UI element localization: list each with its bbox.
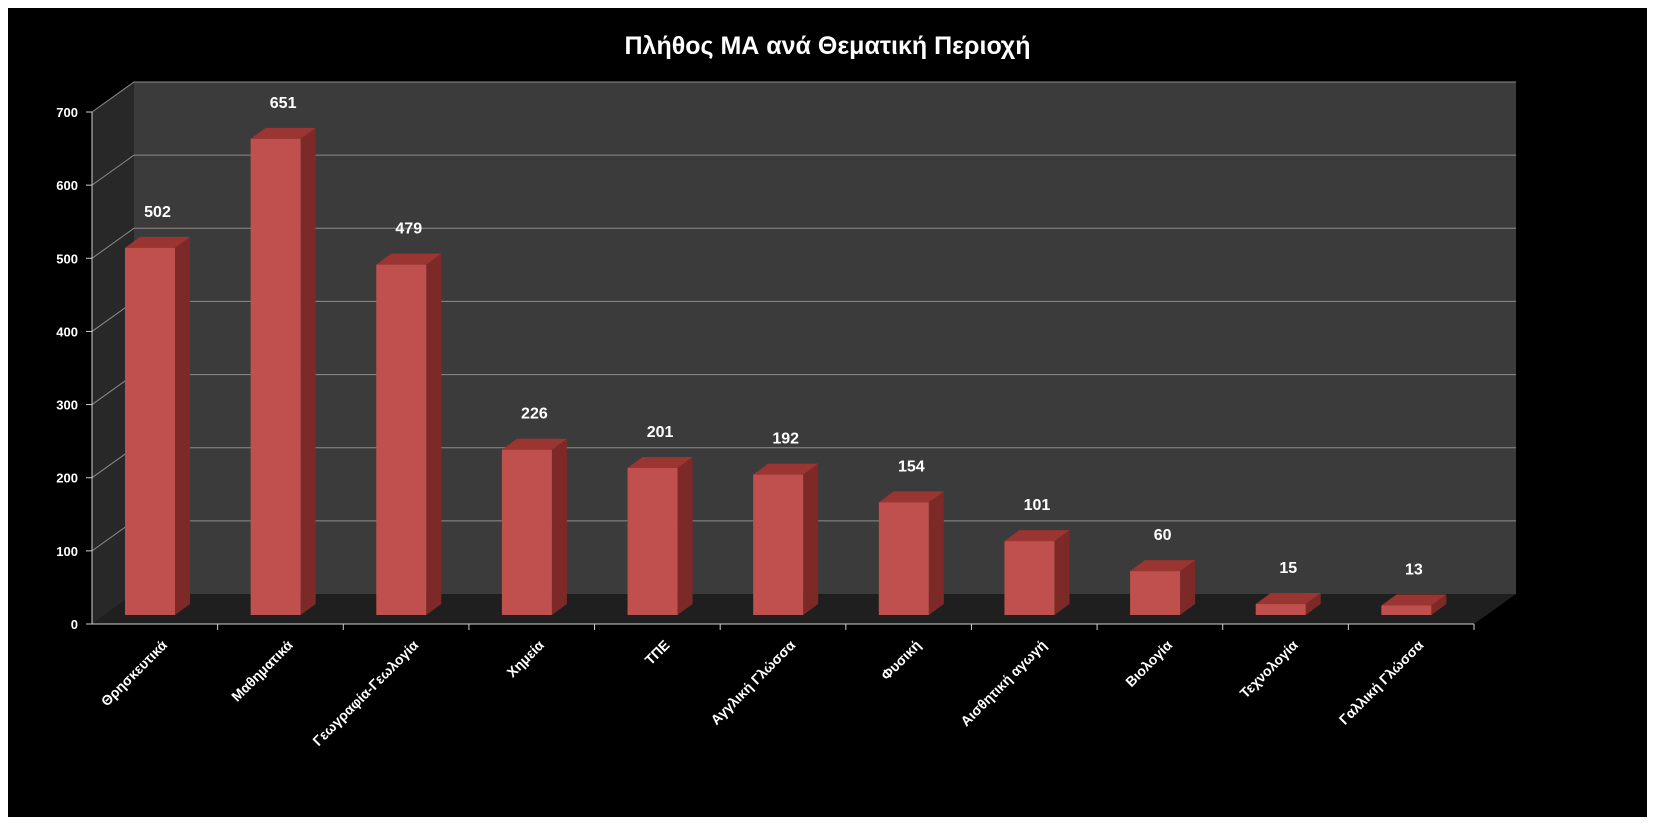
data-label: 479 xyxy=(395,221,422,238)
data-label: 154 xyxy=(898,458,925,475)
bar-front xyxy=(501,449,552,615)
gridline xyxy=(91,154,1516,186)
bar xyxy=(125,236,190,615)
gridline xyxy=(91,227,1516,259)
y-tick-label: 100 xyxy=(56,544,78,559)
bar xyxy=(878,491,944,615)
bar-top xyxy=(1130,560,1196,572)
y-tick-label: 600 xyxy=(56,178,78,193)
back-wall xyxy=(134,82,1516,594)
bar-front xyxy=(376,264,427,615)
bar-front xyxy=(627,467,678,615)
data-label: 502 xyxy=(144,204,171,221)
bar-front xyxy=(1255,604,1306,615)
bar-side xyxy=(1180,560,1196,615)
x-category-label: ΤΠΕ xyxy=(642,637,673,668)
bar-front xyxy=(1004,541,1055,615)
gridline xyxy=(91,81,1516,113)
data-label: 13 xyxy=(1405,561,1423,578)
bar-front xyxy=(1130,571,1181,615)
bar-side xyxy=(1305,593,1321,615)
data-label: 60 xyxy=(1154,527,1172,544)
y-tick-label: 500 xyxy=(56,251,78,266)
y-tick-label: 700 xyxy=(56,105,78,120)
bar-side xyxy=(1054,530,1070,615)
bar-side xyxy=(300,127,316,615)
bar-side xyxy=(803,463,819,615)
bar-top xyxy=(878,491,944,503)
bar-front xyxy=(125,247,175,615)
bar-top xyxy=(125,236,190,248)
y-tick-label: 200 xyxy=(56,471,78,486)
data-label: 101 xyxy=(1024,497,1051,514)
bar xyxy=(753,463,819,615)
bar xyxy=(1004,530,1070,615)
chart-frame: Πλήθος ΜΑ ανά Θεματική Περιοχή 0 100 200 30… xyxy=(8,8,1647,817)
data-label: 201 xyxy=(647,424,674,441)
bar xyxy=(627,456,693,615)
bar-front xyxy=(878,502,929,615)
y-tick-label: 0 xyxy=(71,617,78,632)
x-category-label: Γαλλική Γλώσσα xyxy=(1336,637,1427,728)
bar xyxy=(501,438,567,615)
chart-plot: 0 100 200 300 400 500 600 700 502 Θρησκευτικά 651… xyxy=(56,81,1516,749)
data-label: 15 xyxy=(1279,560,1297,577)
bar-side xyxy=(175,236,190,615)
bar-side xyxy=(677,456,693,615)
bar-top xyxy=(753,463,819,475)
x-category-label: Φυσική xyxy=(878,637,924,683)
x-category-label: Αγγλική Γλώσσα xyxy=(707,637,798,728)
bar-side xyxy=(928,491,944,615)
bar-front xyxy=(250,138,301,615)
bar-side xyxy=(1431,594,1447,615)
data-label: 192 xyxy=(772,431,799,448)
x-category-label: Αισθητική αγωγή xyxy=(957,637,1049,729)
bar-top xyxy=(376,253,442,265)
x-category-label: Τεχνολογία xyxy=(1236,637,1301,702)
side-wall xyxy=(92,82,134,624)
x-category-label: Χημεία xyxy=(503,637,547,681)
x-category-label: Θρησκευτικά xyxy=(98,637,171,710)
bar xyxy=(376,253,442,615)
bar xyxy=(250,127,316,615)
bar-top xyxy=(1381,594,1447,606)
data-label: 226 xyxy=(521,406,548,423)
x-category-label: Γεωγραφία-Γεωλογία xyxy=(309,637,421,749)
x-category-label: Βιολογία xyxy=(1122,637,1175,690)
y-tick-label: 300 xyxy=(56,398,78,413)
bar-top xyxy=(1004,530,1070,542)
bar xyxy=(1130,560,1196,615)
bar-front xyxy=(1381,605,1432,615)
bar-front xyxy=(753,474,804,615)
bar xyxy=(1255,593,1321,615)
y-tick-label: 400 xyxy=(56,324,78,339)
chart-title: Πλήθος ΜΑ ανά Θεματική Περιοχή xyxy=(624,32,1031,60)
data-label: 651 xyxy=(270,95,297,112)
bar-side xyxy=(551,438,567,615)
bar-top xyxy=(1255,593,1321,605)
bar-top xyxy=(501,438,567,450)
bar-top xyxy=(250,127,316,139)
x-category-label: Μαθηματικά xyxy=(228,637,296,705)
bar-side xyxy=(426,253,442,615)
bar-top xyxy=(627,456,693,468)
bar xyxy=(1381,594,1447,615)
